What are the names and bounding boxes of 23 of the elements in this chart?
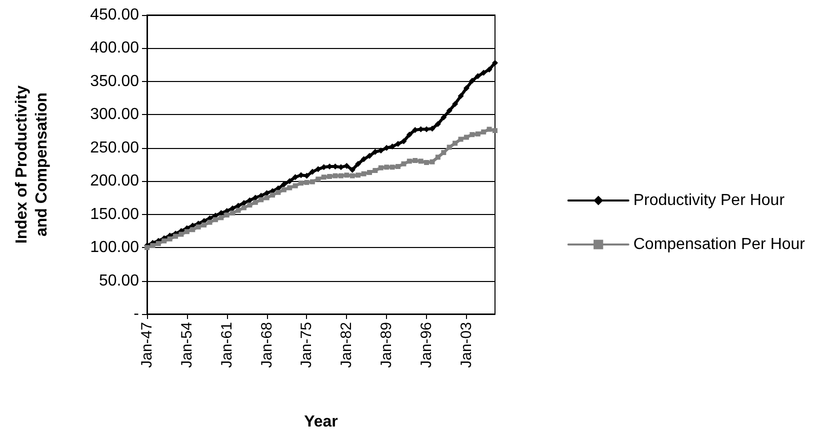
x-tick-label: Jan-47 [138, 322, 156, 368]
legend-label: Productivity Per Hour [633, 192, 786, 209]
x-tick-label: Jan-82 [338, 322, 356, 368]
y-tick-label: 400.00 [90, 40, 140, 57]
x-tick-label: Jan-68 [258, 322, 276, 368]
legend-label: Compensation Per Hour [633, 236, 806, 253]
x-tick-label: Jan-75 [298, 322, 316, 368]
x-tick-label: Jan-54 [178, 322, 196, 368]
y-tick-label: 450.00 [90, 6, 140, 24]
y-tick-label: 150.00 [90, 206, 140, 223]
y-tick-label: 200.00 [90, 172, 140, 190]
y-axis-title: Index of Productivity and Compensation [14, 85, 50, 244]
y-tick-label: 350.00 [90, 72, 140, 90]
x-tick-label: Jan-61 [218, 322, 236, 368]
y-tick-label: - [134, 306, 139, 322]
y-tick-label: 100.00 [90, 239, 140, 256]
x-axis-title: Year [304, 414, 338, 430]
x-tick-label: Jan-89 [378, 322, 396, 368]
x-tick-label: Jan-96 [418, 322, 436, 368]
y-tick-label: 300.00 [90, 106, 140, 124]
y-tick-label: 250.00 [90, 139, 140, 156]
x-tick-label: Jan-03 [458, 322, 475, 368]
y-tick-label: 50.00 [98, 272, 140, 290]
